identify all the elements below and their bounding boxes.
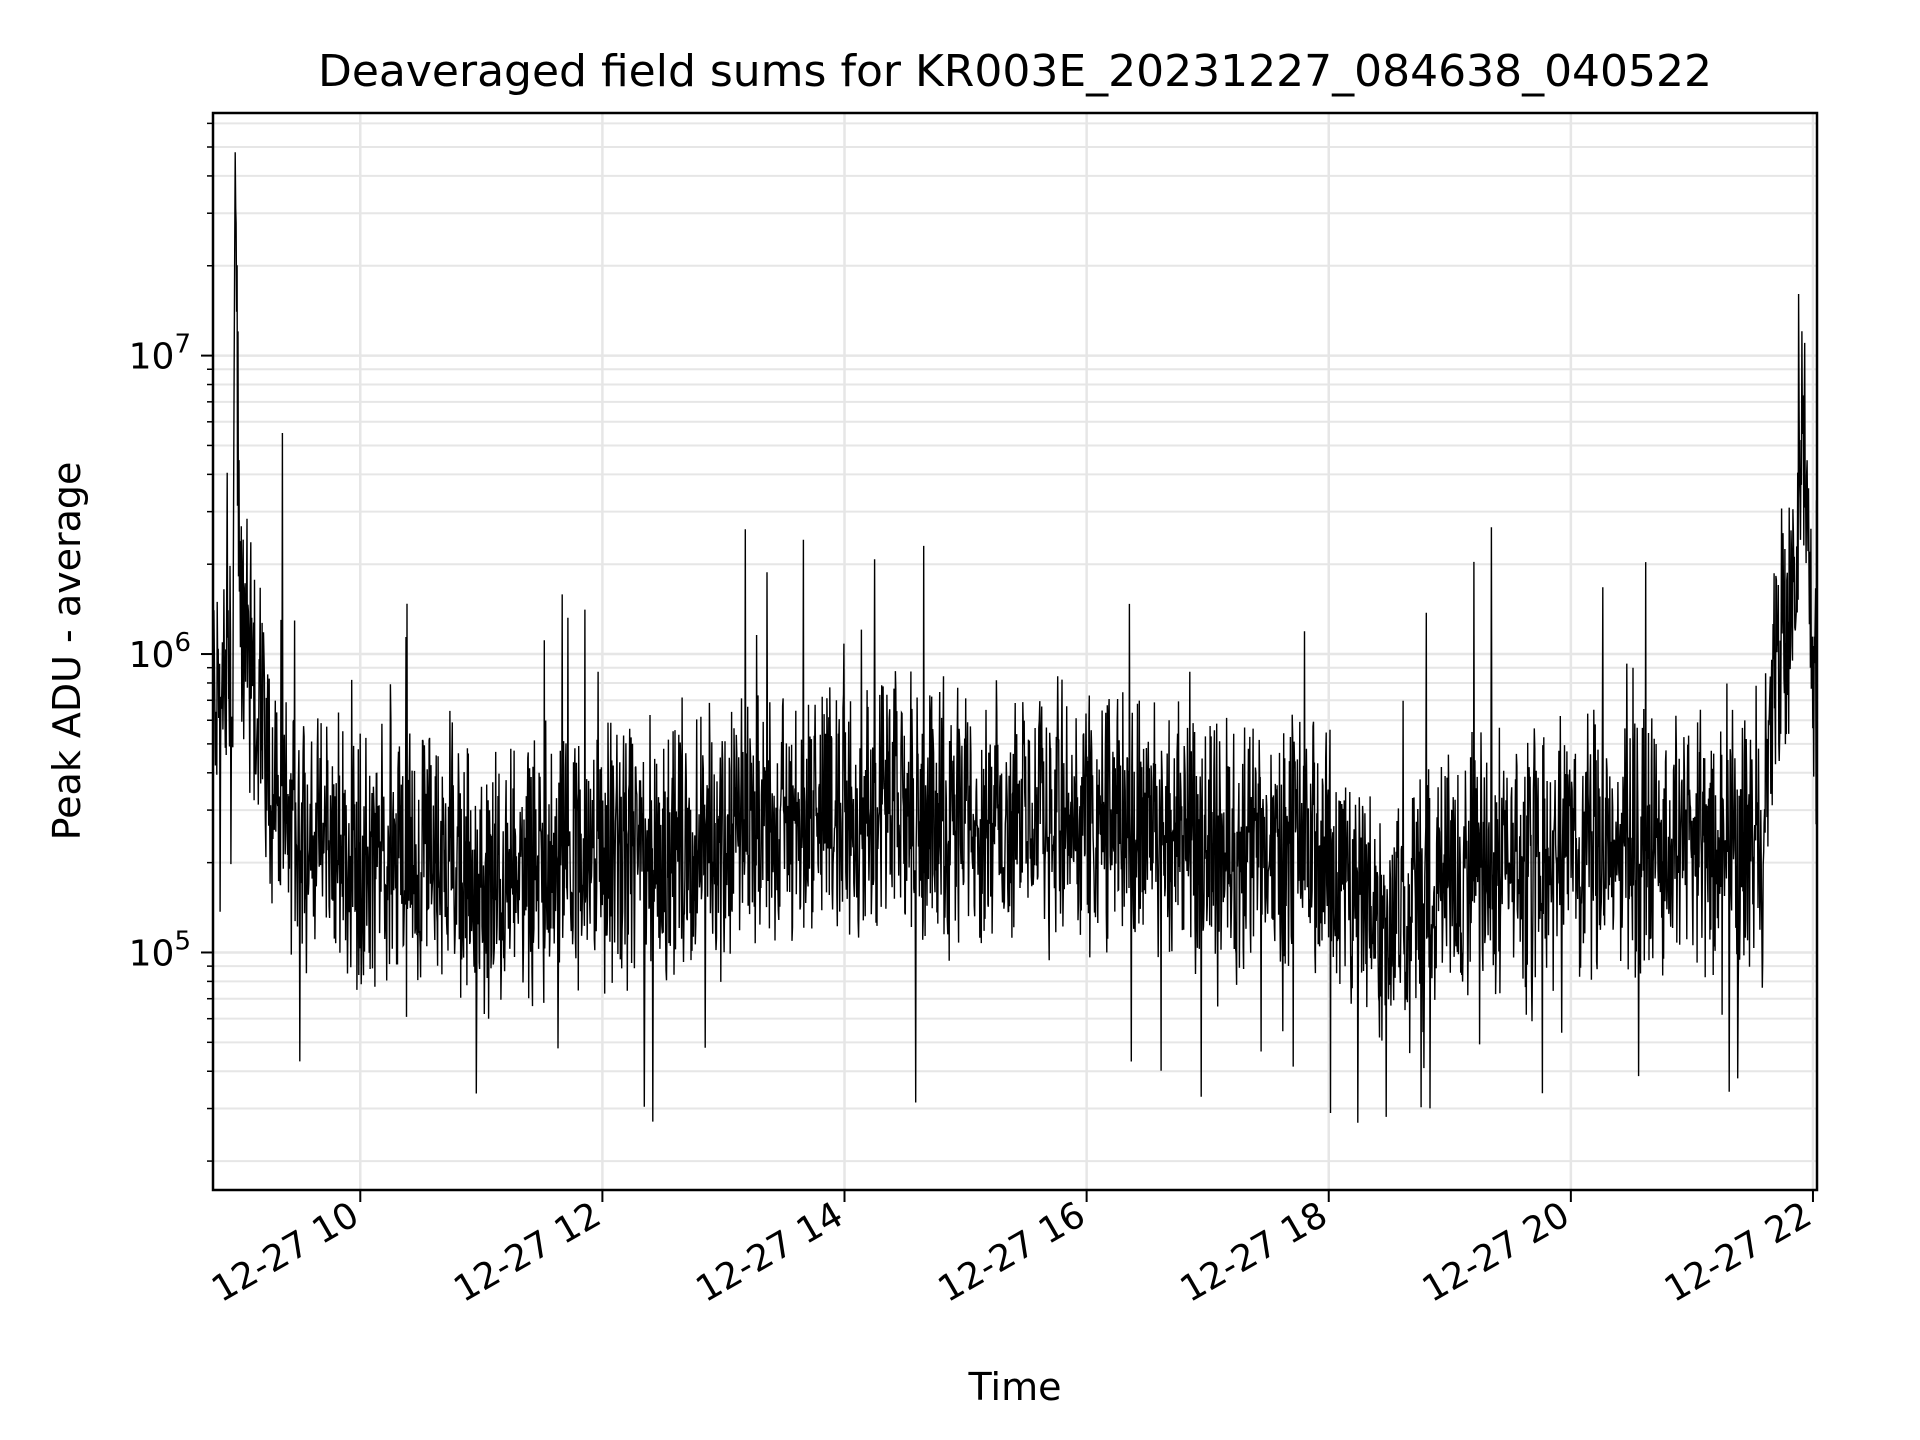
x-tick-label: 12-27 16 xyxy=(932,1194,1093,1310)
y-tick-base: 10 xyxy=(129,933,175,974)
x-tick-label: 12-27 10 xyxy=(205,1194,366,1310)
y-tick-exponent: 6 xyxy=(174,628,191,658)
y-axis-label: Peak ADU - average xyxy=(45,462,89,841)
y-tick-exponent: 5 xyxy=(174,926,191,956)
y-tick-label: 107 xyxy=(129,330,191,378)
x-axis-ticks: 12-27 10 12-27 12 12-27 14 12-27 16 12-27 18… xyxy=(205,1190,1819,1311)
y-tick-label: 105 xyxy=(129,926,191,974)
y-tick-label: 106 xyxy=(129,628,191,676)
x-tick-label: 12-27 14 xyxy=(689,1194,850,1310)
x-tick-label: 12-27 20 xyxy=(1416,1194,1577,1310)
chart-title: Deaveraged field sums for KR003E_2023122… xyxy=(318,46,1712,97)
x-tick-label: 12-27 12 xyxy=(447,1194,608,1310)
x-tick-label: 12-27 18 xyxy=(1174,1194,1335,1310)
grid-layer xyxy=(213,113,1817,1190)
series-layer xyxy=(213,152,1817,1123)
x-tick-label: 12-27 22 xyxy=(1658,1194,1819,1310)
y-tick-exponent: 7 xyxy=(174,330,191,360)
y-tick-base: 10 xyxy=(129,635,175,676)
series-line xyxy=(213,152,1817,1123)
x-axis-label: Time xyxy=(968,1365,1062,1409)
y-tick-base: 10 xyxy=(129,337,175,378)
plot-frame xyxy=(211,111,1819,1192)
